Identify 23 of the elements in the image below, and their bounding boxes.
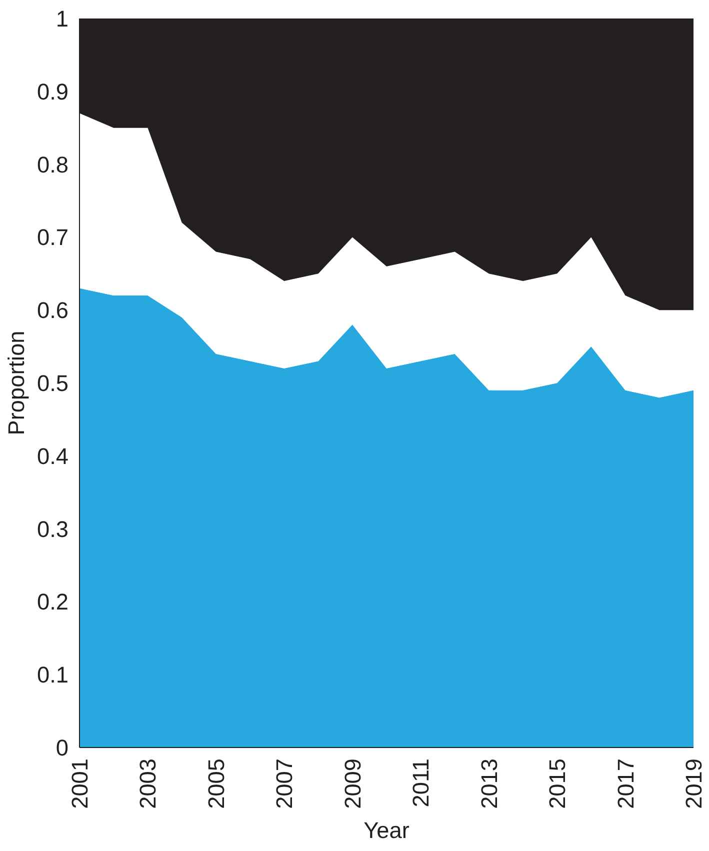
y-tick-label: 0.1 xyxy=(37,662,69,688)
y-tick-label: 0.9 xyxy=(37,78,69,104)
y-tick-label: 0.4 xyxy=(37,442,69,469)
y-tick-label: 0.2 xyxy=(37,588,69,615)
x-tick-label: 2013 xyxy=(476,758,502,809)
x-tick-label: 2011 xyxy=(408,758,434,808)
x-tick-label: 2005 xyxy=(202,758,229,809)
y-tick-label: 0.5 xyxy=(37,370,69,396)
x-tick-label: 2017 xyxy=(612,758,638,809)
y-tick-label: 0.8 xyxy=(37,151,69,178)
y-axis-title: Proportion xyxy=(3,330,30,436)
x-tick-label: 2009 xyxy=(339,758,366,809)
x-axis-title: Year xyxy=(364,816,410,843)
x-tick-label: 2019 xyxy=(680,758,706,809)
x-tick-label: 2015 xyxy=(544,758,570,809)
y-tick-label: 0.6 xyxy=(37,297,69,324)
y-tick-label: 0.7 xyxy=(37,224,69,250)
x-tick-label: 2003 xyxy=(134,758,161,809)
y-tick-label: 0.3 xyxy=(37,516,69,542)
x-tick-label: 2001 xyxy=(66,758,92,809)
y-tick-label: 1 xyxy=(56,6,69,32)
y-tick-label: 0 xyxy=(56,734,69,760)
x-tick-label: 2007 xyxy=(271,758,298,809)
